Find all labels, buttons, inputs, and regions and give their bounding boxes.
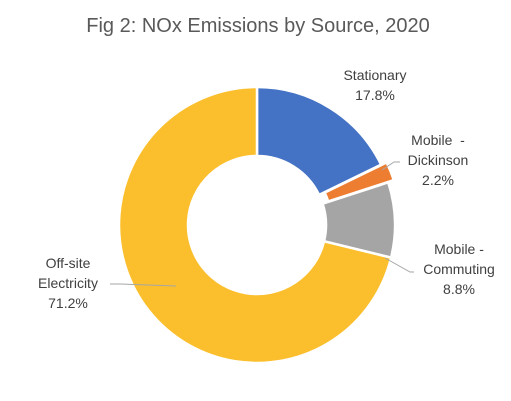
leader-line-mobile-commuting	[384, 257, 414, 273]
data-label-stationary: Stationary 17.8%	[343, 67, 406, 103]
leader-line-offsite-electricity	[110, 283, 177, 287]
data-label-mobile-commuting: Mobile -Commuting 8.8%	[423, 241, 495, 297]
slice-offsite-electricity	[117, 85, 393, 365]
leader-line-mobile-dickinson	[381, 161, 400, 171]
chart-title: Fig 2: NOx Emissions by Source, 2020	[86, 15, 429, 37]
data-label-offsite-electricity: Off-site Electricity 71.2%	[38, 255, 98, 311]
data-label-mobile-dickinson: Mobile -Dickinson 2.2%	[408, 132, 469, 188]
